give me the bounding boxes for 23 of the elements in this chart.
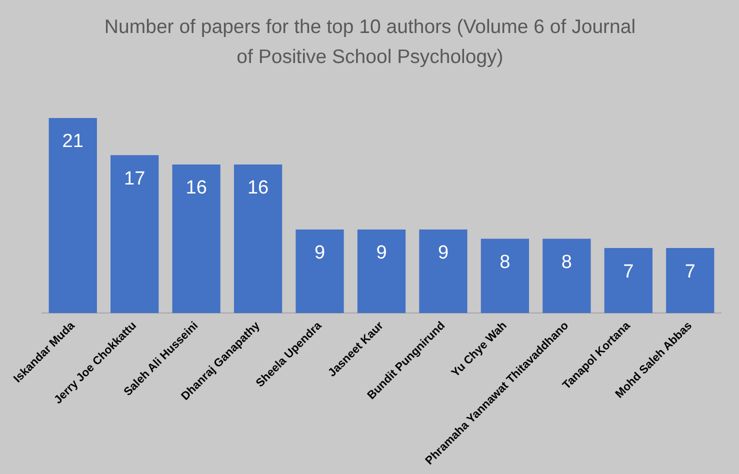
data-label: 9 — [438, 242, 449, 264]
data-label: 8 — [500, 252, 510, 273]
data-label: 17 — [124, 168, 146, 190]
bar — [480, 238, 530, 314]
data-label: 9 — [376, 242, 387, 264]
data-label: 16 — [186, 178, 207, 199]
data-label: 8 — [561, 252, 572, 273]
bar — [296, 229, 344, 314]
chart-title: Number of papers for the top 10 authors (Volume 6 of Journal of Positive School Psychology) — [103, 15, 637, 70]
bar — [419, 229, 468, 314]
bar — [357, 229, 406, 314]
data-label: 21 — [62, 131, 84, 152]
bar — [48, 118, 97, 314]
bar — [542, 238, 591, 314]
data-label: 7 — [623, 261, 634, 282]
bar — [234, 164, 282, 314]
bar — [604, 248, 652, 314]
bar — [110, 155, 159, 314]
bar — [172, 164, 220, 314]
data-label: 9 — [314, 242, 326, 264]
data-label: 16 — [247, 178, 269, 199]
data-label: 7 — [684, 261, 696, 282]
bar — [666, 248, 714, 314]
